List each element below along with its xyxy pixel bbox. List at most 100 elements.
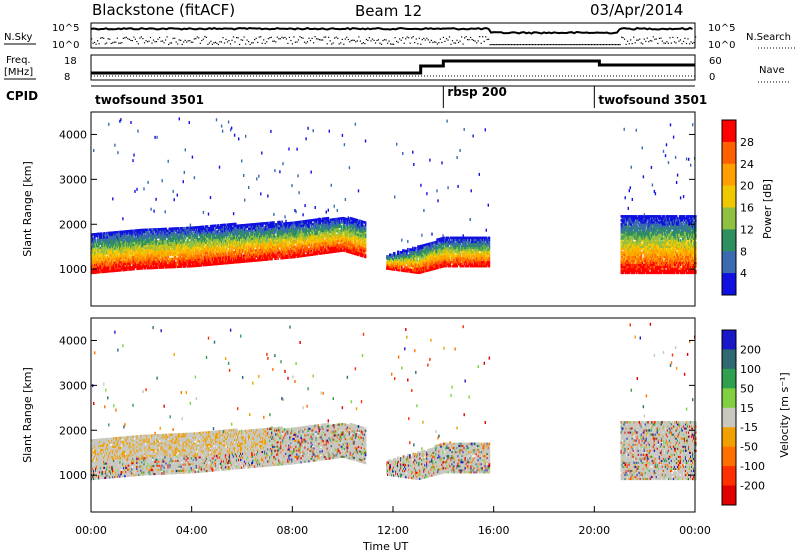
scatter-cell <box>168 251 171 255</box>
scatter-cell <box>201 229 204 233</box>
scatter-cell <box>99 248 101 252</box>
scatter-cell <box>125 232 127 235</box>
scatter-cell <box>110 269 112 273</box>
scatter-cell <box>102 264 104 268</box>
nsearch-point <box>390 43 392 45</box>
scatter-cell <box>125 264 127 268</box>
scatter-cell <box>104 232 106 235</box>
scatter-cell <box>123 230 125 233</box>
nave-label: Nave <box>759 65 785 76</box>
scatter-cell <box>141 261 143 264</box>
scatter-cell <box>131 253 133 257</box>
scatter-cell <box>95 239 97 242</box>
scatter-cell <box>183 253 186 256</box>
nsearch-point <box>405 38 407 40</box>
scatter-cell <box>98 248 100 252</box>
scatter-cell <box>167 264 170 267</box>
scatter-cell <box>154 264 156 268</box>
scatter-cell <box>174 261 177 265</box>
scatter-cell <box>98 250 100 254</box>
scatter-cell <box>107 258 109 261</box>
scatter-cell <box>191 232 194 236</box>
scatter-cell <box>135 265 137 269</box>
scatter-cell <box>99 262 101 266</box>
scatter-cell <box>143 250 145 254</box>
nsearch-point <box>500 44 502 46</box>
scatter-cell <box>154 254 156 257</box>
scatter-cell <box>131 245 133 249</box>
scatter-cell <box>151 246 153 249</box>
scatter-cell <box>241 159 243 163</box>
scatter-cell <box>180 261 183 264</box>
scatter-cell <box>174 227 177 230</box>
scatter-cell <box>147 238 149 242</box>
scatter-cell <box>101 236 103 239</box>
scatter-cell <box>149 258 151 262</box>
scatter-cell <box>150 262 152 266</box>
scatter-cell <box>94 241 96 244</box>
nsearch-point <box>296 41 298 43</box>
scatter-cell <box>126 230 128 233</box>
scatter-cell <box>203 247 206 251</box>
scatter-cell <box>146 246 148 250</box>
scatter-cell <box>164 250 167 253</box>
scatter-cell <box>145 254 147 258</box>
scatter-cell <box>94 267 96 270</box>
scatter-cell <box>158 248 160 251</box>
nsearch-point <box>282 37 284 39</box>
nsearch-point <box>320 39 322 41</box>
scatter-cell <box>171 245 174 249</box>
nsearch-point <box>667 42 669 44</box>
scatter-cell <box>117 263 119 266</box>
scatter-cell <box>120 256 122 260</box>
nsearch-point <box>94 41 96 43</box>
scatter-cell <box>154 236 156 239</box>
nsearch-point <box>278 38 280 40</box>
scatter-cell <box>267 194 269 198</box>
scatter-cell <box>156 232 158 235</box>
scatter-cell <box>140 255 142 258</box>
scatter-cell <box>187 248 190 252</box>
scatter-cell <box>149 250 151 254</box>
scatter-cell <box>99 240 101 244</box>
scatter-cell <box>177 239 180 242</box>
scatter-cell <box>134 263 136 267</box>
nsearch-point <box>353 39 355 41</box>
scatter-cell <box>184 243 187 246</box>
scatter-cell <box>153 236 155 239</box>
scatter-cell <box>150 256 152 260</box>
nsearch-point <box>213 42 215 44</box>
scatter-cell <box>150 242 152 245</box>
scatter-cell <box>119 236 121 240</box>
scatter-cell <box>95 234 97 238</box>
scatter-cell <box>144 234 146 238</box>
scatter-cell <box>157 236 159 239</box>
scatter-cell <box>132 159 134 163</box>
scatter-cell <box>98 267 100 270</box>
scatter-cell <box>187 257 190 260</box>
scatter-cell <box>101 266 103 270</box>
scatter-cell <box>156 234 158 237</box>
scatter-cell <box>199 250 202 253</box>
scatter-cell <box>128 236 130 239</box>
scatter-cell <box>181 241 184 244</box>
scatter-cell <box>179 233 182 236</box>
scatter-cell <box>101 244 103 247</box>
nsearch-point <box>303 41 306 43</box>
scatter-cell <box>118 232 120 236</box>
nsearch-point <box>420 43 422 45</box>
scatter-cell <box>183 251 186 254</box>
scatter-cell <box>160 236 163 239</box>
scatter-cell <box>142 242 144 246</box>
scatter-cell <box>199 258 202 261</box>
scatter-cell <box>91 239 93 242</box>
scatter-cell <box>177 257 180 260</box>
scatter-cell <box>116 239 118 242</box>
scatter-cell <box>129 233 131 237</box>
scatter-cell <box>188 121 190 124</box>
scatter-cell <box>191 234 194 238</box>
scatter-cell <box>166 260 169 263</box>
nsearch-point <box>548 44 550 46</box>
scatter-cell <box>99 234 101 238</box>
